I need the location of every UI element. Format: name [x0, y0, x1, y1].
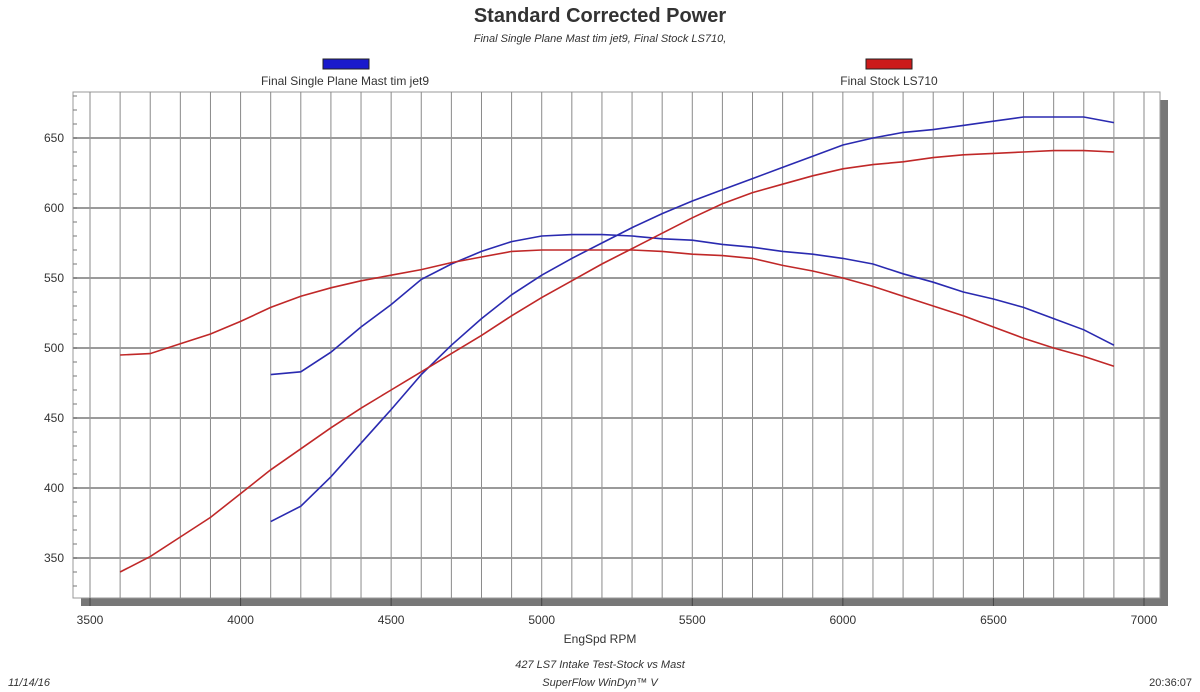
footer-date: 11/14/16: [8, 677, 51, 689]
y-tick-label: 550: [44, 271, 64, 285]
x-tick-label: 5500: [679, 613, 706, 627]
x-tick-label: 4000: [227, 613, 254, 627]
legend-swatch-red: [865, 58, 913, 70]
series-line: [270, 233, 1115, 376]
y-tick-label: 650: [44, 131, 64, 145]
x-tick-label: 5000: [528, 613, 555, 627]
software-name: SuperFlow WinDyn™ V: [542, 677, 659, 689]
footer-time: 20:36:07: [1149, 677, 1192, 689]
y-tick-label: 600: [44, 201, 64, 215]
x-axis-label: EngSpd RPM: [564, 632, 637, 646]
series-line: [270, 116, 1115, 523]
legend-label-mast: Final Single Plane Mast tim jet9: [261, 74, 429, 88]
x-tick-label: 6500: [980, 613, 1007, 627]
x-axis: 3500 4000 4500 5000 5500 6000 6500 7000: [77, 598, 1158, 627]
series-lines: [119, 116, 1115, 573]
chart-subtitle: Final Single Plane Mast tim jet9, Final …: [474, 33, 727, 45]
plot-shadow-bottom: [81, 598, 1168, 606]
y-tick-label: 400: [44, 481, 64, 495]
plot-shadow-right: [1160, 100, 1168, 606]
y-tick-label: 500: [44, 341, 64, 355]
y-tick-label: 450: [44, 411, 64, 425]
x-tick-label: 7000: [1131, 613, 1158, 627]
legend-label-stock: Final Stock LS710: [840, 74, 938, 88]
test-name: 427 LS7 Intake Test-Stock vs Mast: [515, 659, 686, 671]
x-tick-label: 6000: [830, 613, 857, 627]
legend-swatch-blue: [322, 58, 370, 70]
y-axis: 350 400 450 500 550 600 650: [44, 95, 77, 587]
y-tick-label: 350: [44, 551, 64, 565]
plot-area: [72, 91, 1161, 599]
x-tick-label: 3500: [77, 613, 104, 627]
series-line: [120, 249, 1115, 367]
chart-title: Standard Corrected Power: [474, 5, 727, 27]
series-line: [119, 149, 1114, 573]
x-tick-label: 4500: [378, 613, 405, 627]
legend: Final Single Plane Mast tim jet9 Final S…: [261, 58, 938, 88]
